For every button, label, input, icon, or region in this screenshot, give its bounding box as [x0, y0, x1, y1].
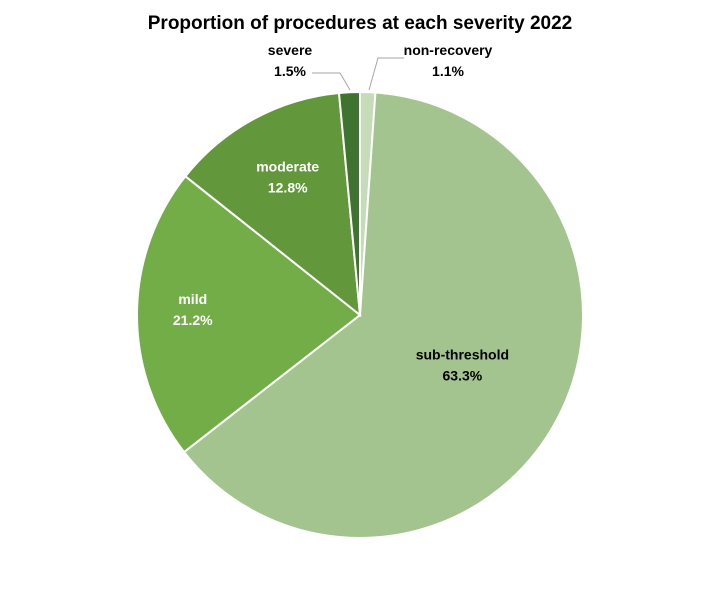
leader-line-non-recovery	[368, 57, 404, 91]
chart-title: Proportion of procedures at each severit…	[147, 13, 573, 34]
leader-lines	[312, 57, 404, 91]
pie-slice-moderate	[183, 91, 362, 318]
pie-slice-mild	[136, 174, 362, 454]
slice-label-mild: mild	[178, 291, 207, 307]
slice-label-moderate: moderate	[256, 159, 319, 175]
pie-slice-severe	[337, 90, 361, 316]
leader-line-severe	[312, 72, 351, 91]
pie-slices	[136, 90, 584, 539]
slice-label-severe: severe	[268, 42, 313, 58]
slice-label-sub-threshold: sub-threshold	[416, 346, 509, 362]
slice-value-non-recovery: 1.1%	[432, 63, 464, 79]
slice-label-non-recovery: non-recovery	[404, 42, 493, 58]
slice-labels: non-recovery 1.1% sub-threshold 63.3% mild 21…	[173, 42, 509, 383]
slice-value-moderate: 12.8%	[268, 180, 308, 196]
slice-value-mild: 21.2%	[173, 312, 213, 328]
slice-value-severe: 1.5%	[274, 63, 306, 79]
pie-slice-sub-threshold	[182, 91, 584, 539]
slice-value-sub-threshold: 63.3%	[443, 367, 483, 383]
